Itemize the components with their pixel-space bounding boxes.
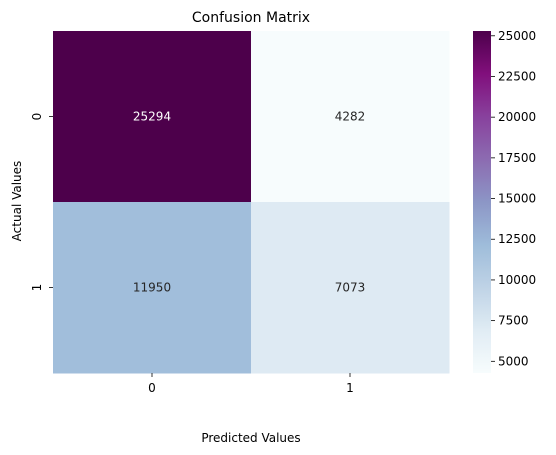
colorbar-tick-label: 20000 [498,110,536,124]
chart-title: Confusion Matrix [192,10,310,26]
colorbar-tick-label: 7500 [498,314,529,328]
x-tick-label: 0 [148,381,156,395]
x-axis-label: Predicted Values [201,431,300,445]
colorbar-tick-label: 22500 [498,69,536,83]
colorbar-tick-label: 10000 [498,273,536,287]
heatmap-cell-1-0 [53,202,252,374]
y-axis: 01 [30,113,53,292]
heatmap-cell-0-0 [53,31,252,203]
cell-value-label: 11950 [133,281,171,295]
colorbar-tick-label: 15000 [498,192,536,206]
heatmap-cell-1-1 [251,202,450,374]
colorbar-tick-label: 17500 [498,151,536,165]
x-tick-label: 1 [346,381,354,395]
colorbar-tick-label: 12500 [498,232,536,246]
y-axis-label: Actual Values [10,161,24,242]
cell-value-label: 4282 [335,110,366,124]
colorbar [473,31,491,373]
colorbar-axis: 5000 7500 10000 12500 15000 17500 20000 22500 25… [491,29,536,368]
cell-value-label: 25294 [133,110,171,124]
heatmap-cells: 25294 4282 11950 7073 [53,31,450,374]
y-tick-label: 1 [30,284,44,292]
y-tick-label: 0 [30,113,44,121]
heatmap-cell-0-1 [251,31,450,203]
colorbar-tick-label: 25000 [498,29,536,43]
colorbar-tick-label: 5000 [498,354,529,368]
cell-value-label: 7073 [335,281,366,295]
